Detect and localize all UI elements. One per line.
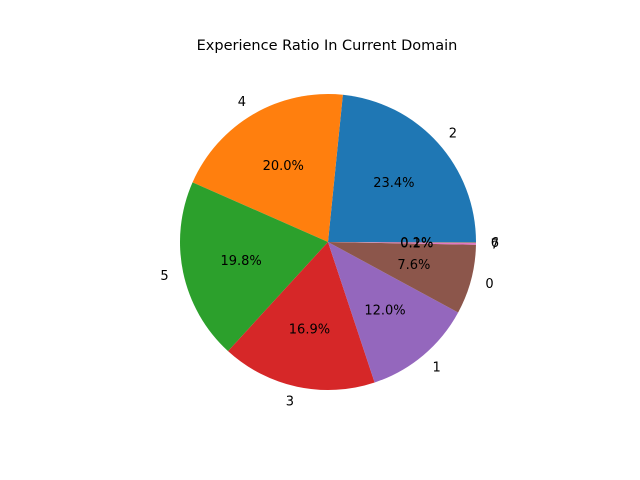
- slice-percent-6: 0.1%: [400, 236, 433, 251]
- chart-title: Experience Ratio In Current Domain: [197, 38, 458, 54]
- pie-labels: 2 23.4% 4 20.0% 5 19.8% 3 16.9% 1 12.0% 0 7.6% 7 0.2%…: [160, 95, 499, 410]
- slice-label-4: 4: [238, 95, 246, 110]
- pie-slice-1: [328, 242, 459, 383]
- slice-label-5: 5: [160, 269, 168, 284]
- slice-label-0: 0: [485, 277, 493, 292]
- slice-percent-4: 20.0%: [263, 159, 304, 174]
- pie-slice-2: [328, 94, 476, 242]
- pie-slices: [179, 94, 477, 391]
- slice-percent-1: 12.0%: [364, 304, 405, 319]
- pie-slice-3: [228, 242, 375, 391]
- slice-label-6: 6: [491, 236, 499, 251]
- slice-percent-5: 19.8%: [220, 254, 261, 269]
- pie-slice-4: [192, 94, 343, 243]
- slice-label-2: 2: [449, 126, 457, 141]
- pie-slice-5: [179, 182, 328, 352]
- slice-percent-7: 0.2%: [400, 237, 433, 252]
- slice-percent-0: 7.6%: [397, 258, 430, 273]
- pie-slice-6: [328, 242, 477, 243]
- slice-label-3: 3: [286, 395, 294, 410]
- slice-percent-2: 23.4%: [373, 176, 414, 191]
- pie-slice-0: [328, 242, 476, 313]
- slice-percent-3: 16.9%: [289, 322, 330, 337]
- slice-label-7: 7: [491, 238, 499, 253]
- slice-label-1: 1: [433, 360, 441, 375]
